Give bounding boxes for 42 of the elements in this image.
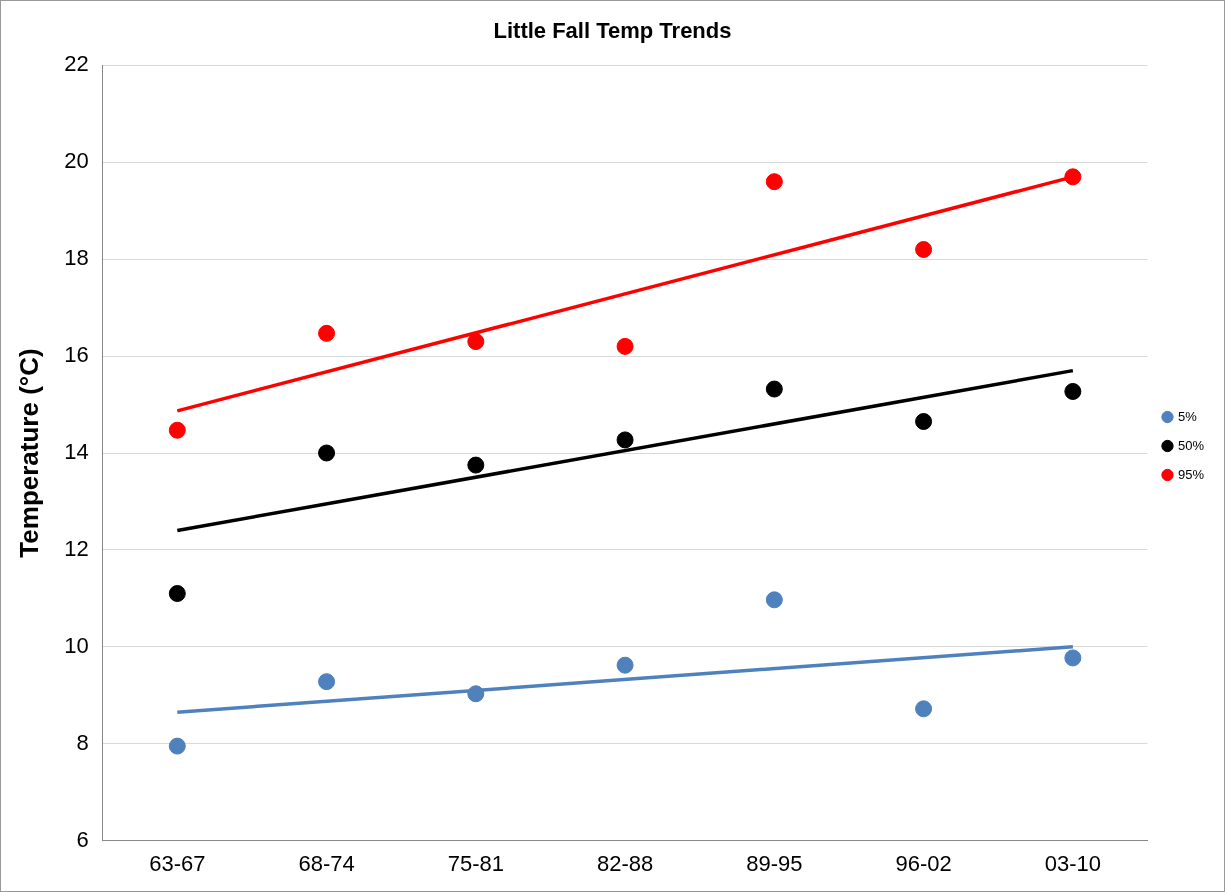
point [765, 173, 783, 191]
legend-label: 50% [1177, 437, 1205, 453]
point [915, 700, 933, 718]
y-tick-label: 22 [64, 51, 89, 77]
point [467, 456, 485, 474]
point [318, 444, 336, 462]
point [765, 591, 783, 609]
y-tick-label: 6 [76, 826, 89, 852]
x-tick-label: 03-10 [1044, 850, 1101, 876]
legend-label: 5% [1177, 408, 1198, 424]
point [915, 241, 933, 259]
x-tick-label: 68-74 [298, 850, 355, 876]
y-tick-label: 14 [64, 439, 89, 465]
y-axis-title: Temperature (°C) [13, 348, 44, 558]
y-tick-label: 10 [64, 632, 89, 658]
y-tick-label: 16 [64, 342, 89, 368]
y-tick-label: 20 [64, 148, 89, 174]
point [168, 421, 186, 439]
x-tick-label: 96-02 [895, 850, 952, 876]
point [616, 656, 634, 674]
x-tick-label: 75-81 [447, 850, 504, 876]
point [467, 333, 485, 351]
chart-title: Little Fall Temp Trends [493, 18, 732, 44]
legend-label: 95% [1177, 466, 1205, 482]
point [318, 324, 336, 342]
point [616, 431, 634, 449]
point [168, 585, 186, 603]
point [318, 673, 336, 691]
point [616, 337, 634, 355]
point [168, 737, 186, 755]
y-tick-label: 8 [76, 729, 89, 755]
x-tick-label: 82-88 [596, 850, 654, 876]
point [1064, 168, 1082, 186]
point [467, 685, 485, 703]
point [765, 380, 783, 398]
x-tick-label: 63-67 [149, 850, 206, 876]
y-tick-label: 12 [64, 535, 89, 561]
point [1064, 382, 1082, 400]
point [1064, 649, 1082, 667]
point [915, 413, 933, 431]
x-tick-label: 89-95 [746, 850, 803, 876]
y-tick-label: 18 [64, 245, 89, 271]
